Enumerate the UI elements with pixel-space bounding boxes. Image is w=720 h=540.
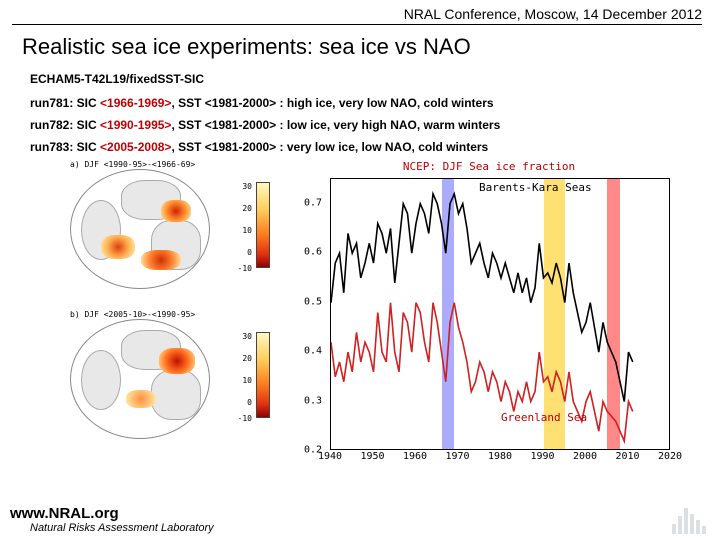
line-chart-title: NCEP: DJF Sea ice fraction [300, 160, 678, 173]
slide-title: Realistic sea ice experiments: sea ice v… [22, 34, 471, 60]
colorbar-a [256, 182, 270, 268]
polar-map-b: b) DJF <2005-10>-<1990-95> 3020100-10 [70, 310, 270, 439]
bk-label: Barents-Kara Seas [479, 181, 592, 194]
logo-icon [670, 504, 710, 534]
footer: www.NRAL.org Natural Risks Assessment La… [10, 505, 214, 534]
run-line-2: run782: SIC <1990-1995>, SST <1981-2000>… [30, 118, 500, 132]
plot-box: Barents-Kara Seas Greenland Sea [330, 178, 670, 450]
model-subtitle: ECHAM5-T42L19/fixedSST-SIC [30, 72, 204, 86]
colorbar-b [256, 332, 270, 418]
polar-map-a: a) DJF <1990-95>-<1966-69> 3020100-10 [70, 160, 270, 289]
polar-a-label: a) DJF <1990-95>-<1966-69> [70, 160, 270, 169]
polar-b-label: b) DJF <2005-10>-<1990-95> [70, 310, 270, 319]
run-line-1: run781: SIC <1966-1969>, SST <1981-2000>… [30, 96, 494, 110]
conference-header: NRAL Conference, Moscow, 14 December 201… [12, 6, 702, 25]
gs-label: Greenland Sea [501, 411, 587, 424]
globe-b [70, 319, 210, 439]
globe-a [70, 169, 210, 289]
footer-sub: Natural Risks Assessment Laboratory [30, 522, 214, 534]
figure-area: a) DJF <1990-95>-<1966-69> 3020100-10 b)… [70, 160, 700, 470]
line-chart: NCEP: DJF Sea ice fraction 0.70.60.50.40… [300, 160, 678, 460]
footer-url: www.NRAL.org [10, 505, 214, 522]
run-line-3: run783: SIC <2005-2008>, SST <1981-2000>… [30, 140, 488, 154]
